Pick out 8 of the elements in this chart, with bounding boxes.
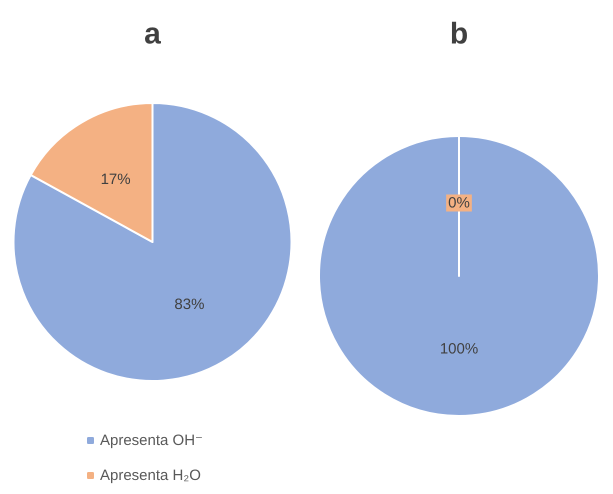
- data-label: 17%: [100, 171, 131, 188]
- chart-title: a: [144, 18, 162, 50]
- data-label: 100%: [440, 340, 478, 358]
- text: 0%: [448, 194, 470, 212]
- chart-title: b: [450, 18, 468, 50]
- legend-label: Apresenta OH⁻: [100, 432, 203, 449]
- legend-label: Apresenta H₂O: [100, 467, 201, 484]
- data-label: 83%: [174, 296, 204, 313]
